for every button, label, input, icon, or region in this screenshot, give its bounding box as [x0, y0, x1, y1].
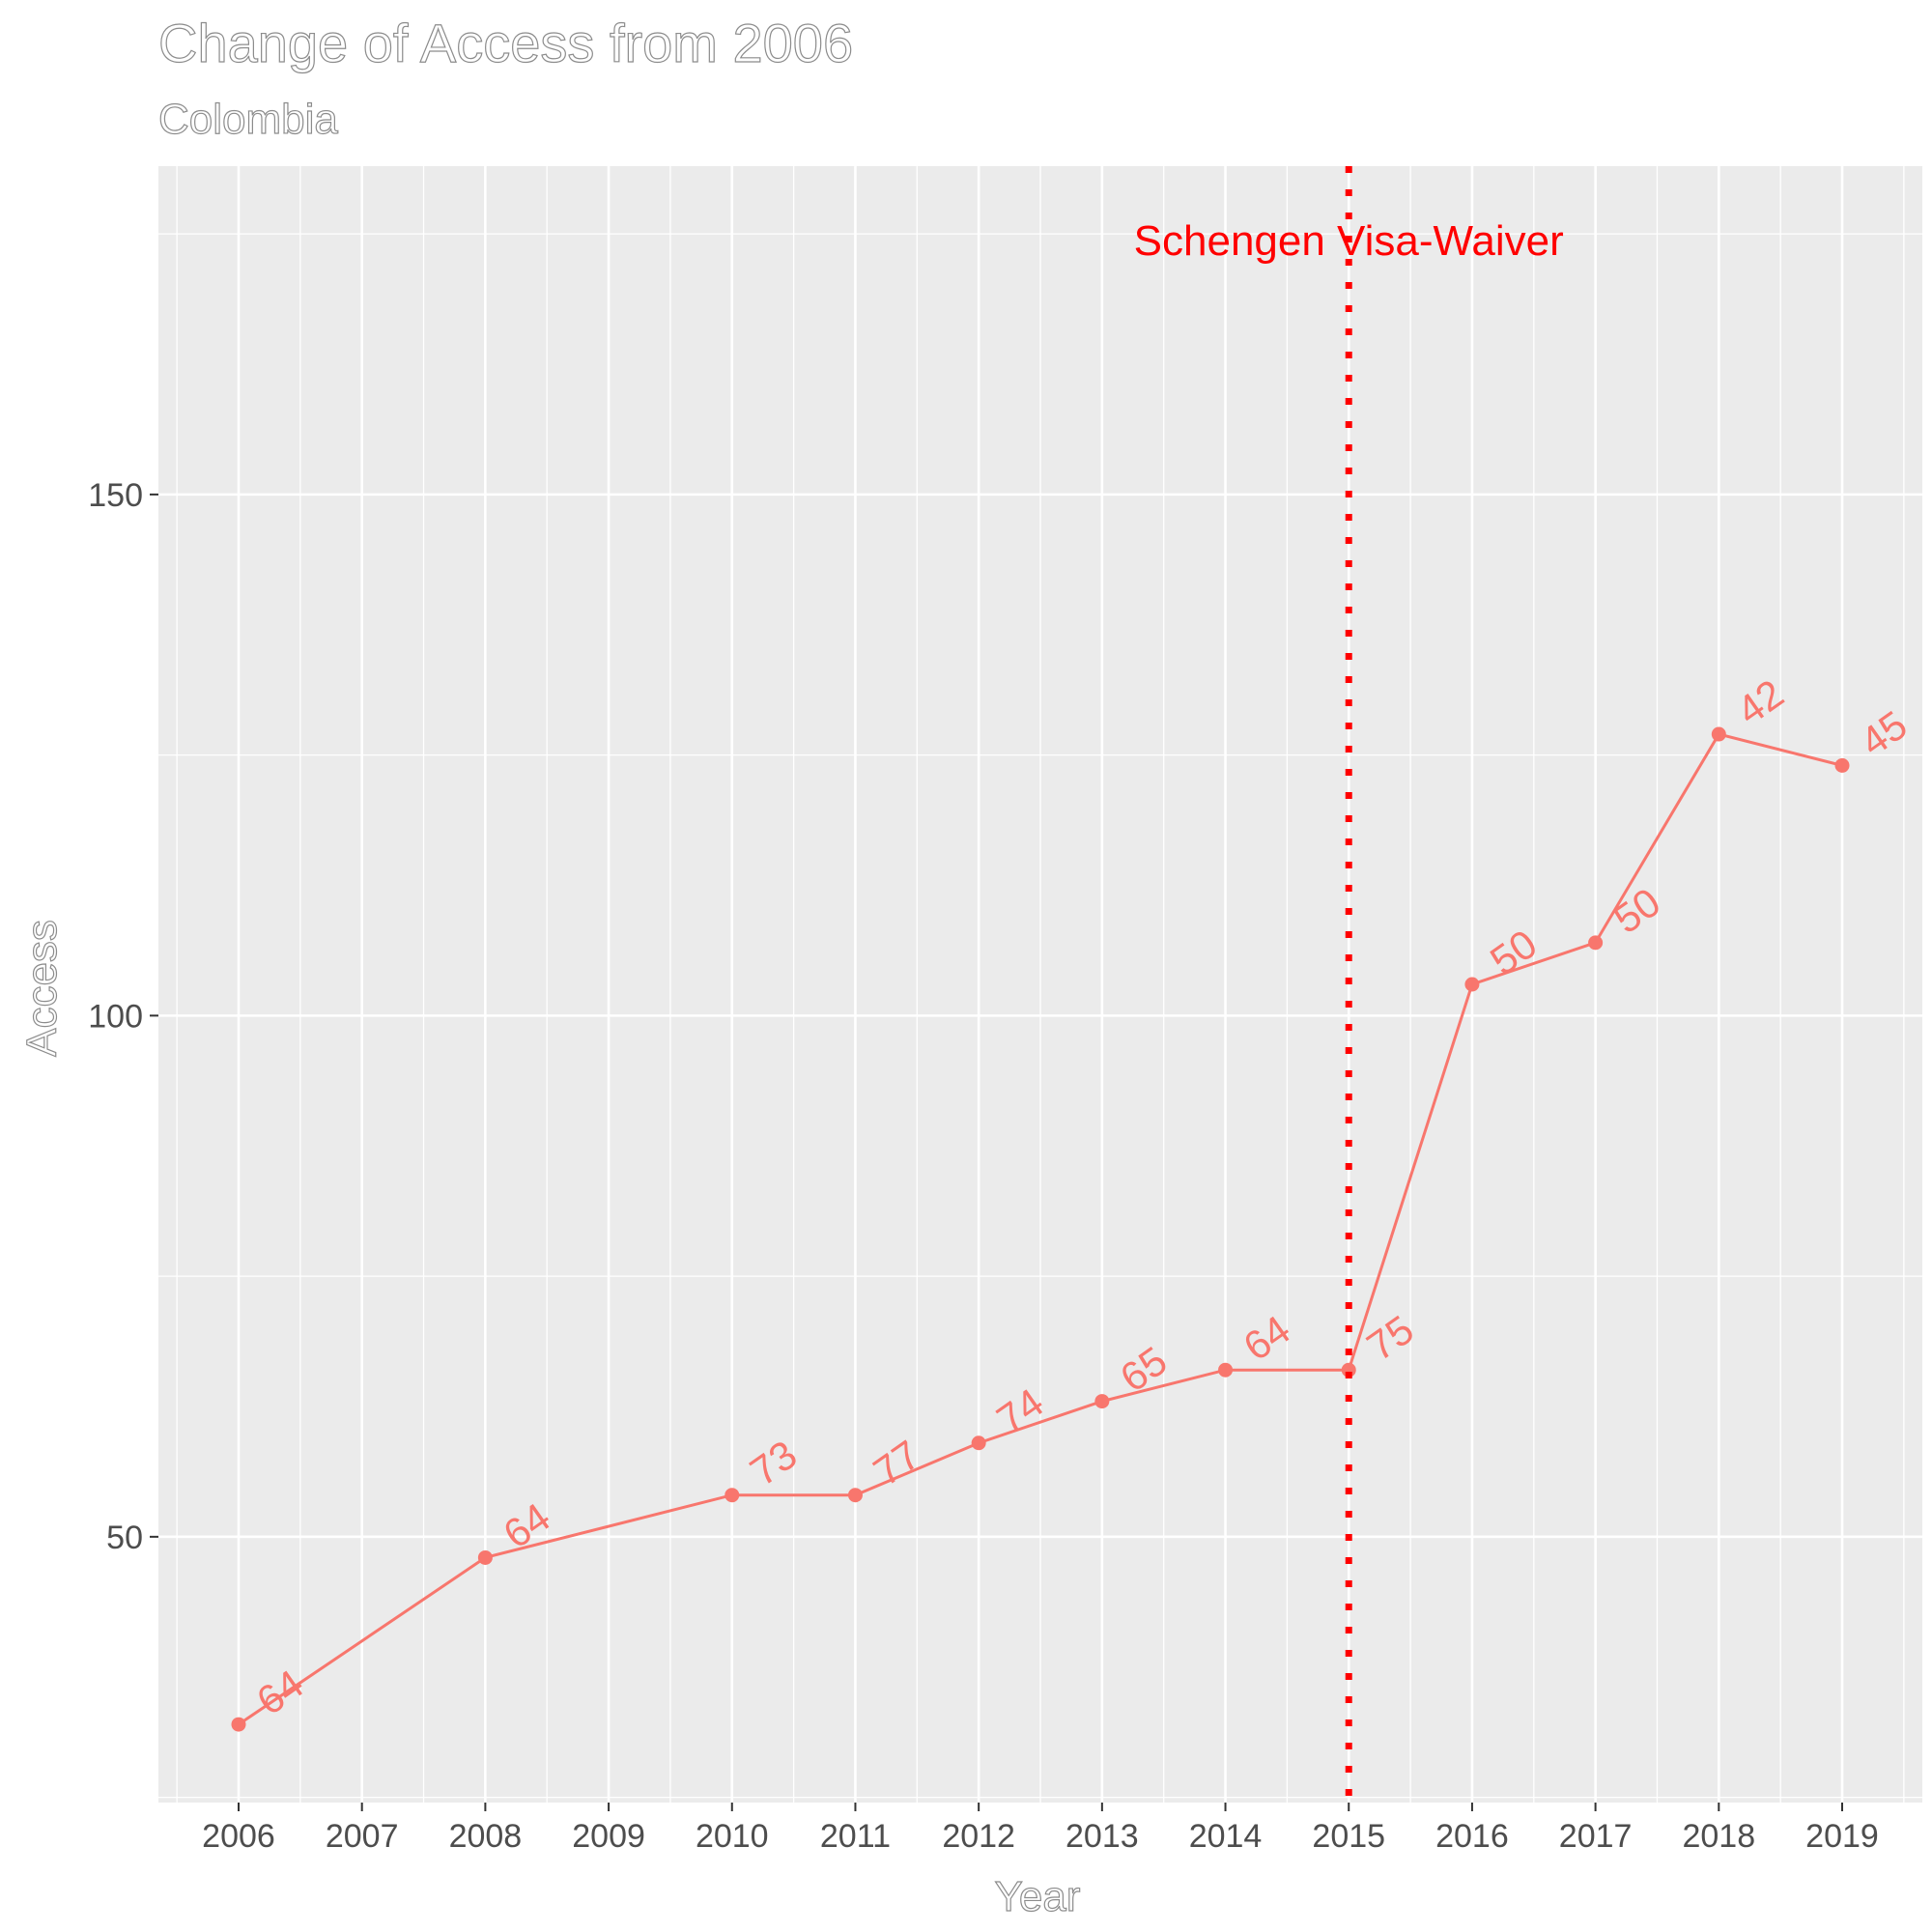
x-tick-label: 2014	[1189, 1818, 1263, 1855]
x-tick-label: 2010	[696, 1818, 769, 1855]
data-point	[1094, 1394, 1110, 1409]
series-line	[238, 732, 1843, 1726]
data-point	[1711, 726, 1726, 742]
y-axis-label: Access	[18, 920, 66, 1057]
x-tick-label: 2018	[1682, 1818, 1755, 1855]
x-tick-label: 2009	[572, 1818, 645, 1855]
data-point	[1341, 1362, 1356, 1378]
plot-area: 2006 2007 2008 2009 2010 2011 2012 2013 2014 2015…	[88, 166, 1922, 1855]
x-tick-label: 2016	[1435, 1818, 1509, 1855]
x-tick-label: 2011	[820, 1818, 891, 1855]
x-tick-label: 2008	[449, 1818, 523, 1855]
data-point	[1588, 935, 1604, 951]
x-axis-label: Year	[995, 1873, 1081, 1920]
y-tick-label: 150	[88, 477, 143, 514]
chart-subtitle: Colombia	[158, 96, 338, 143]
y-tick-label: 100	[88, 998, 143, 1035]
x-tick-label: 2013	[1065, 1818, 1139, 1855]
chart-title: Change of Access from 2006	[158, 13, 853, 73]
data-point	[847, 1488, 863, 1503]
data-point	[724, 1488, 740, 1503]
data-point	[971, 1435, 986, 1451]
y-tick-label: 50	[106, 1520, 143, 1556]
annotation-label: Schengen Visa-Waiver	[1134, 217, 1564, 265]
data-point	[231, 1717, 246, 1732]
data-point	[1218, 1362, 1234, 1378]
data-point	[477, 1549, 493, 1565]
x-tick-label: 2015	[1312, 1818, 1385, 1855]
data-point	[1464, 977, 1480, 992]
data-point	[1834, 757, 1850, 773]
x-tick-label: 2017	[1559, 1818, 1633, 1855]
x-tick-label: 2019	[1805, 1818, 1879, 1855]
x-tick-label: 2012	[942, 1818, 1015, 1855]
x-tick-label: 2006	[202, 1818, 275, 1855]
x-tick-label: 2007	[326, 1818, 399, 1855]
